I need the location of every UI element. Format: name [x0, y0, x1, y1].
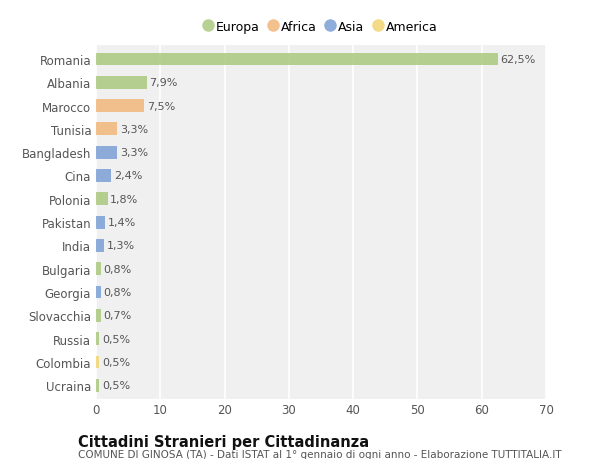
Bar: [96, 53, 498, 66]
Bar: [96, 379, 99, 392]
Text: 0,8%: 0,8%: [104, 287, 132, 297]
Bar: [96, 309, 101, 322]
Text: 2,4%: 2,4%: [114, 171, 142, 181]
Text: 1,4%: 1,4%: [107, 218, 136, 228]
Bar: [96, 123, 117, 136]
Text: 0,5%: 0,5%: [102, 357, 130, 367]
Text: 0,5%: 0,5%: [102, 381, 130, 390]
Text: 7,5%: 7,5%: [147, 101, 175, 112]
Text: 7,9%: 7,9%: [149, 78, 178, 88]
Bar: [96, 146, 117, 159]
Text: 0,8%: 0,8%: [104, 264, 132, 274]
Bar: [96, 193, 107, 206]
Text: 1,3%: 1,3%: [107, 241, 135, 251]
Bar: [96, 77, 147, 90]
Bar: [96, 100, 144, 113]
Text: COMUNE DI GINOSA (TA) - Dati ISTAT al 1° gennaio di ogni anno - Elaborazione TUT: COMUNE DI GINOSA (TA) - Dati ISTAT al 1°…: [78, 449, 562, 459]
Text: 1,8%: 1,8%: [110, 194, 139, 204]
Bar: [96, 263, 101, 275]
Bar: [96, 332, 99, 345]
Bar: [96, 356, 99, 369]
Text: Cittadini Stranieri per Cittadinanza: Cittadini Stranieri per Cittadinanza: [78, 434, 369, 449]
Text: 3,3%: 3,3%: [120, 124, 148, 134]
Bar: [96, 286, 101, 299]
Legend: Europa, Africa, Asia, America: Europa, Africa, Asia, America: [201, 17, 441, 37]
Bar: [96, 216, 105, 229]
Text: 3,3%: 3,3%: [120, 148, 148, 158]
Text: 62,5%: 62,5%: [500, 55, 536, 65]
Text: 0,7%: 0,7%: [103, 311, 131, 321]
Bar: [96, 170, 112, 183]
Text: 0,5%: 0,5%: [102, 334, 130, 344]
Bar: [96, 240, 104, 252]
